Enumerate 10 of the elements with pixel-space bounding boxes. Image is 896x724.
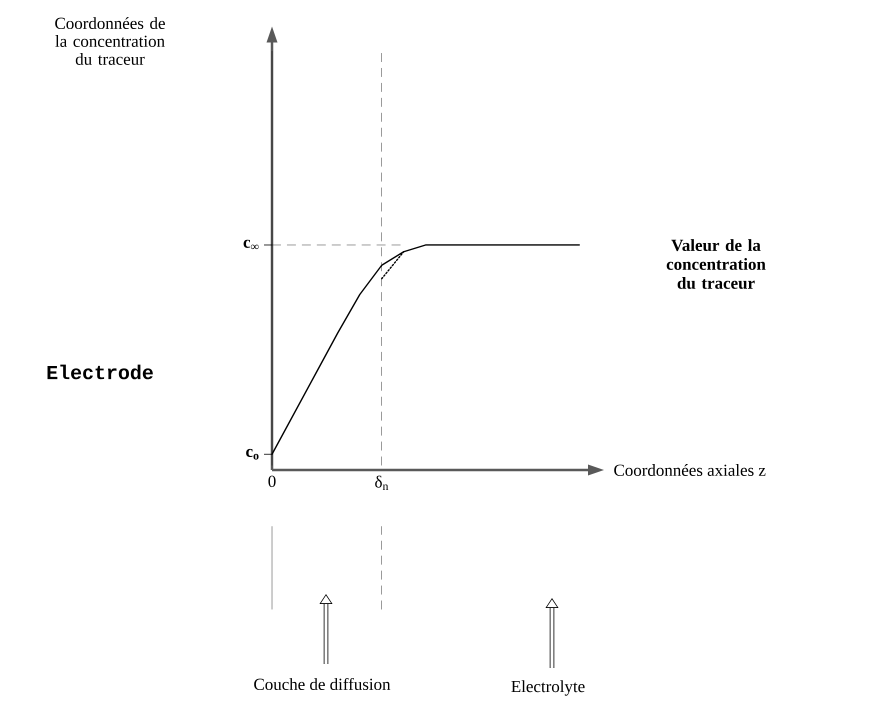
x-tick-label: 0 — [268, 476, 276, 488]
x-axis-title: Coordonnées axiales z — [614, 464, 766, 476]
text: c$_{∞}$ — [244, 240, 259, 250]
text: Couche de diffusion — [254, 678, 390, 690]
text: Coordonnées de la concentration du traceur — [55, 17, 165, 65]
text: Electrode — [48, 364, 153, 380]
text: Valeur de la concentration du traceur — [666, 239, 766, 289]
x-tick-label: δ$_{n}$ — [375, 476, 388, 490]
text: Electrolyte — [511, 680, 585, 696]
text: c$_{o}$ — [246, 448, 259, 460]
